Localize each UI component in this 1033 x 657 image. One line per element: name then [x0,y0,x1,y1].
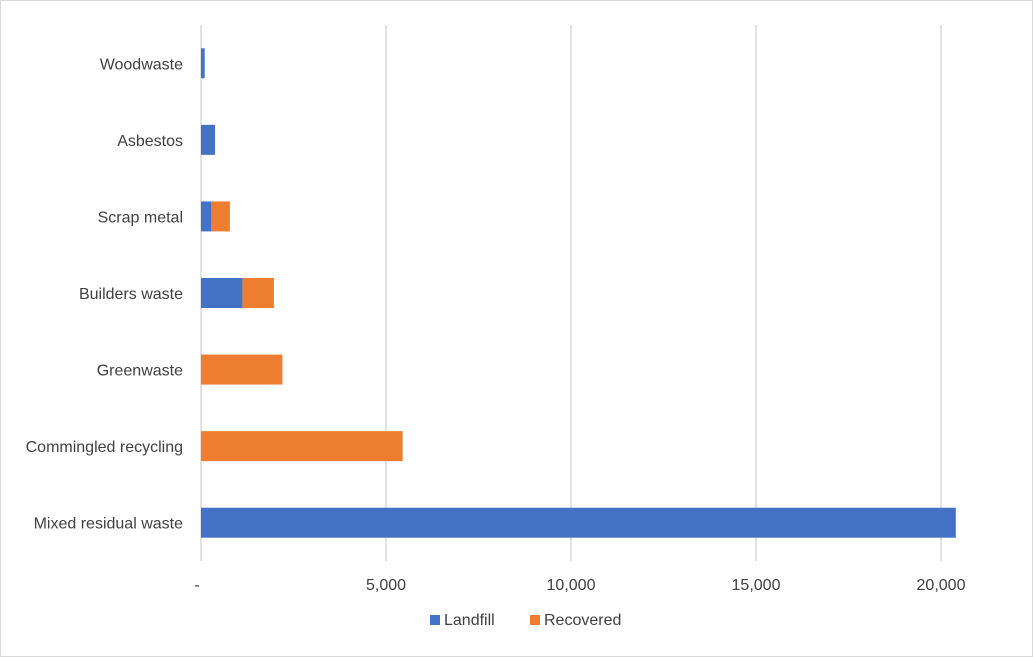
bar-recovered-greenwaste [201,354,283,385]
legend-label-recovered: Recovered [544,612,621,629]
x-tick-label-15000: 15,000 [732,577,781,594]
gridlines [200,25,942,561]
bar-recovered-builders-waste [242,278,274,308]
bar-landfill-woodwaste [201,48,205,79]
legend-swatch-recovered [530,615,540,625]
x-tick-label-20000: 20,000 [917,577,966,594]
bar-landfill-mixed-residual-waste [201,507,956,538]
x-tick-label-10000: 10,000 [547,577,596,594]
category-label-woodwaste: Woodwaste [100,56,183,73]
legend-label-landfill: Landfill [444,612,495,629]
bar-landfill-asbestos [201,124,216,155]
category-label-scrap-metal: Scrap metal [98,209,183,226]
x-tick-labels: - 5,000 10,000 15,000 20,000 [194,577,965,594]
category-label-builders-waste: Builders waste [79,286,183,303]
bar-landfill-builders-waste [201,278,243,308]
category-label-commingled-recycling: Commingled recycling [26,439,183,456]
category-label-asbestos: Asbestos [117,133,183,150]
bar-recovered-scrap-metal [211,201,230,232]
x-tick-label-5000: 5,000 [366,577,406,594]
bars [201,48,956,538]
legend: Landfill Recovered [430,612,621,629]
category-label-greenwaste: Greenwaste [97,363,183,380]
bar-landfill-scrap-metal [201,201,212,232]
x-tick-label-0: - [194,577,199,594]
legend-swatch-landfill [430,615,440,625]
bar-recovered-commingled-recycling [201,431,403,462]
category-labels: Woodwaste Asbestos Scrap metal Builders was… [26,56,183,532]
category-label-mixed-residual-waste: Mixed residual waste [34,516,184,533]
